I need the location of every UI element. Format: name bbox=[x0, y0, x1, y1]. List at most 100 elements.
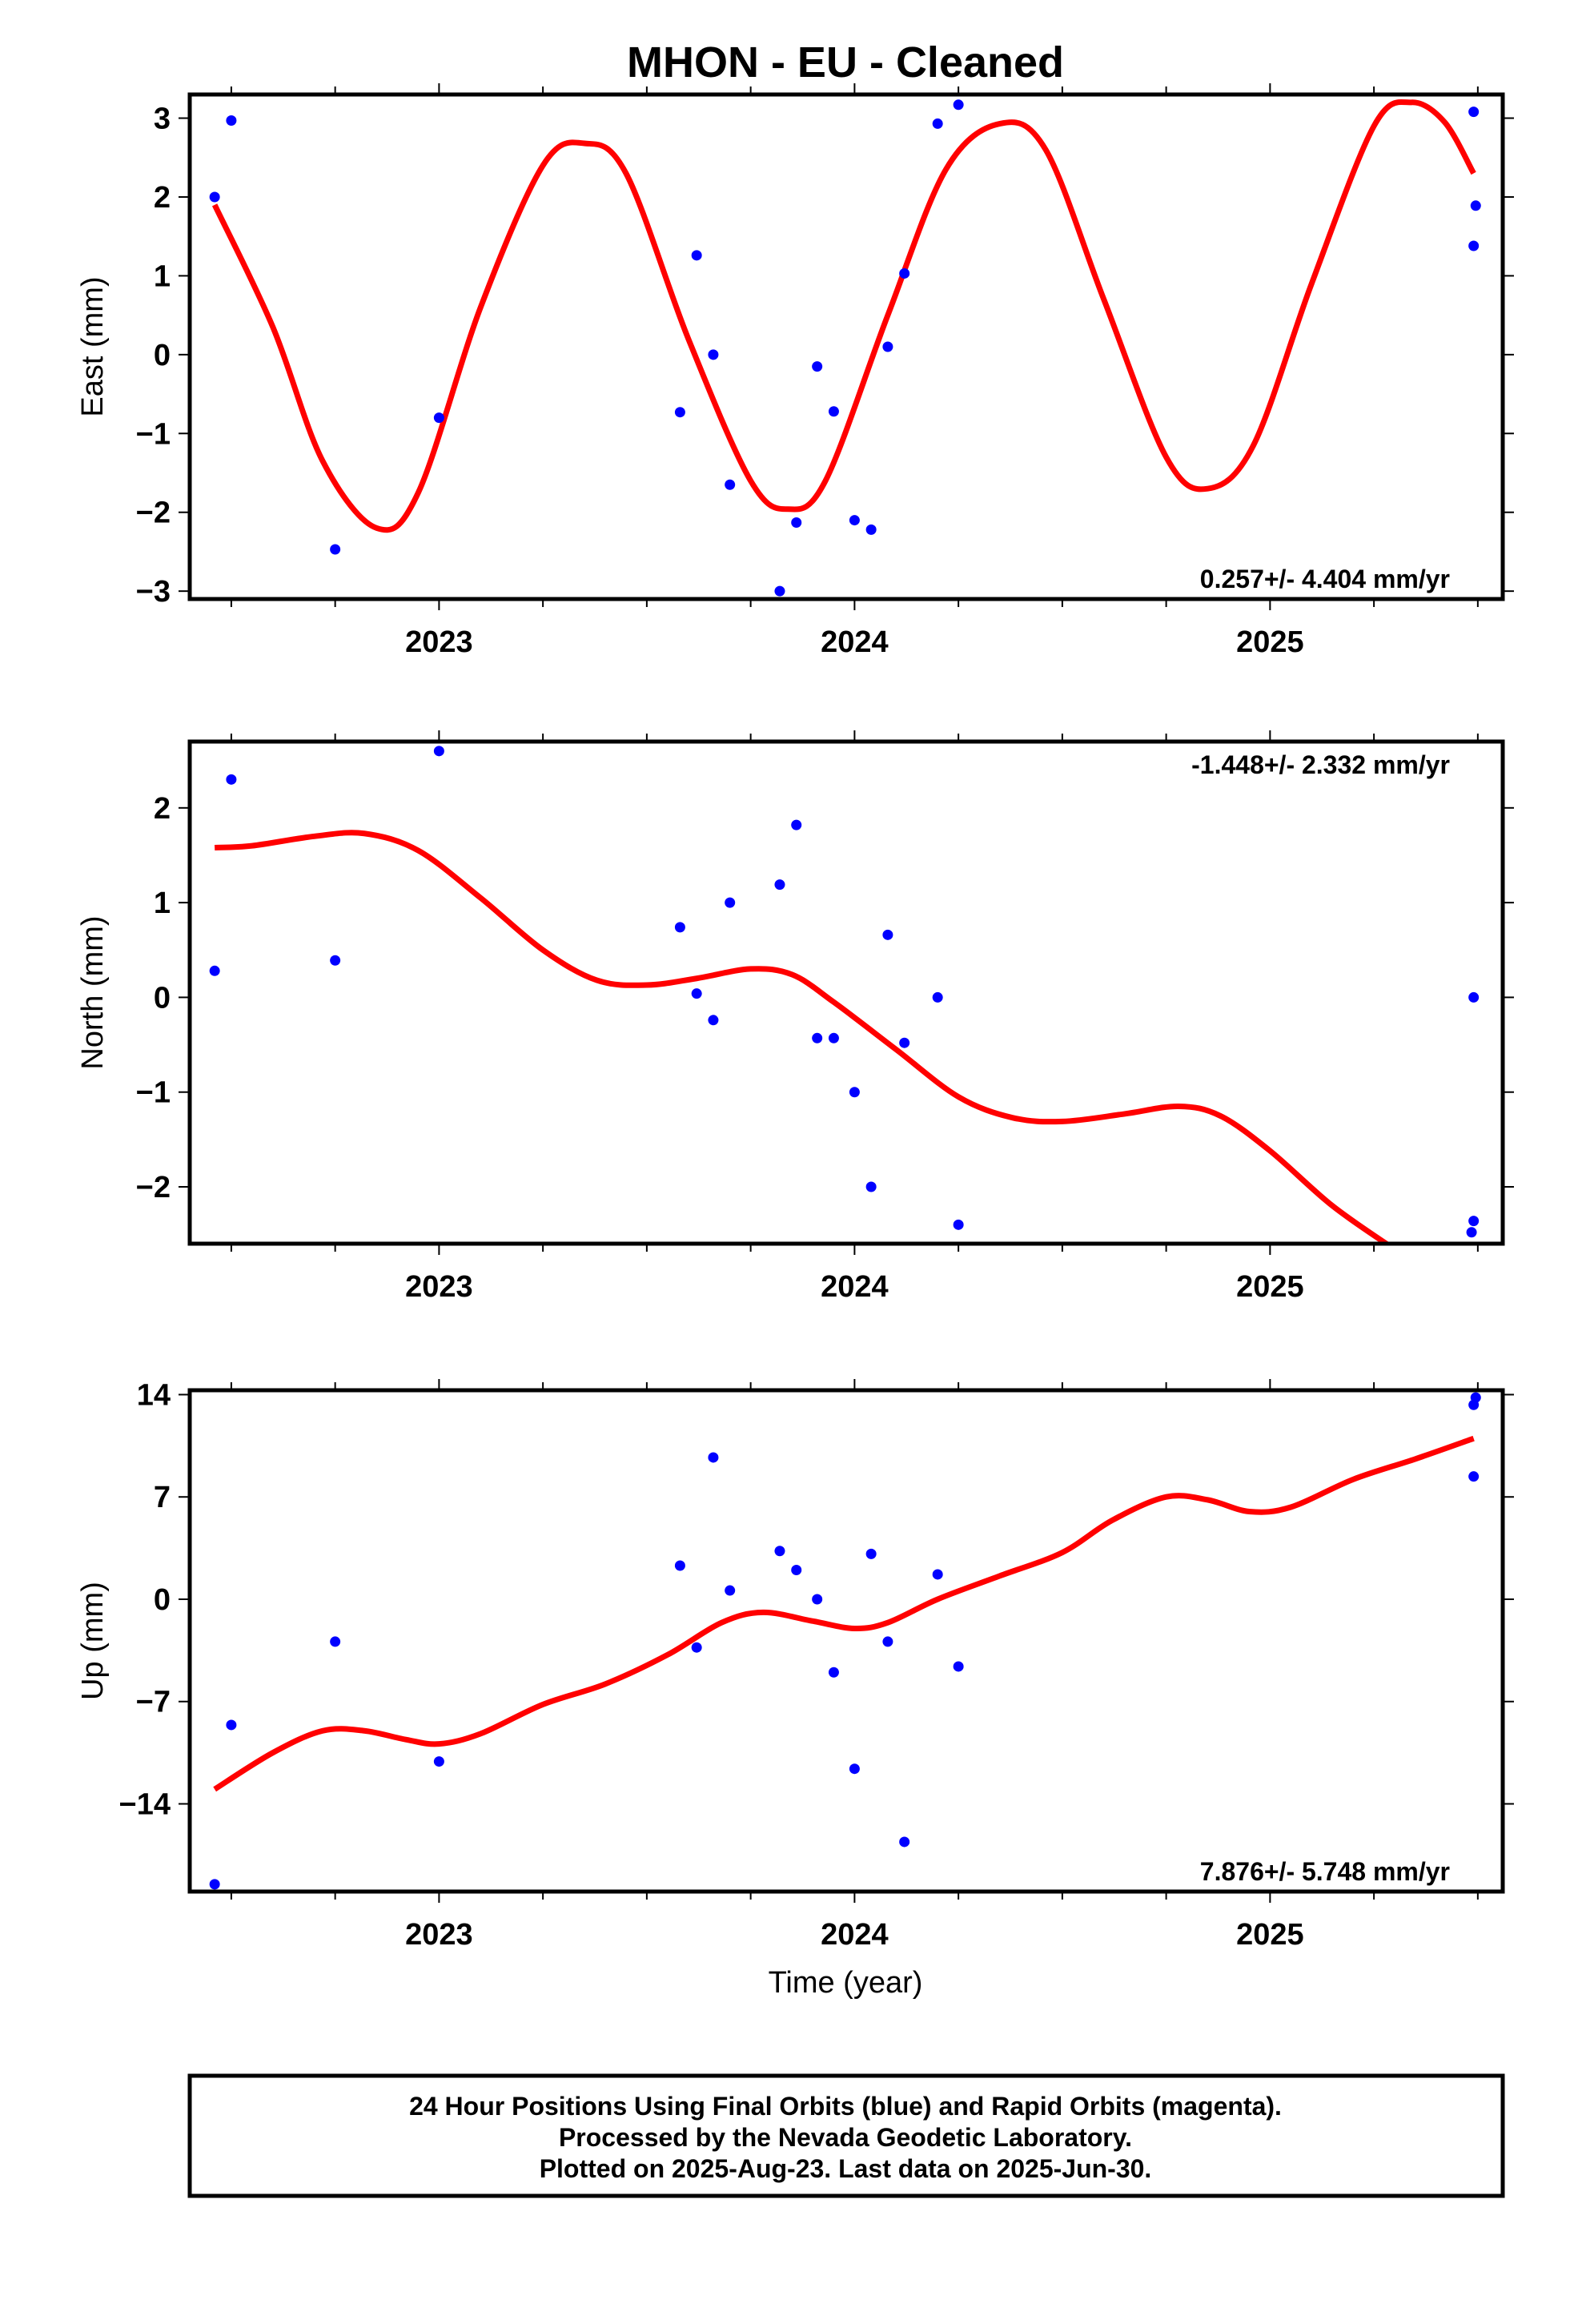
north-x-tick-label: 2025 bbox=[1236, 1270, 1304, 1304]
up-data-point bbox=[849, 1763, 860, 1775]
east-data-point bbox=[953, 99, 964, 111]
east-data-point bbox=[791, 517, 802, 529]
up-y-tick-label: −14 bbox=[119, 1787, 171, 1821]
up-data-point bbox=[899, 1836, 910, 1848]
east-data-point bbox=[433, 412, 444, 424]
north-data-point bbox=[791, 819, 802, 830]
east-data-point bbox=[674, 407, 685, 418]
up-data-point bbox=[812, 1594, 823, 1605]
east-data-point bbox=[209, 191, 220, 203]
north-panel: 2023 2024 2025 −2 −1 0 1 2 North (mm) -1.448+/- 2… bbox=[76, 730, 1514, 1304]
north-data-point bbox=[812, 1032, 823, 1043]
north-data-point bbox=[674, 922, 685, 933]
east-model-curve bbox=[211, 99, 1476, 533]
east-data-point bbox=[1470, 200, 1481, 211]
north-data-point bbox=[209, 965, 220, 976]
footer-line-1: 24 Hour Positions Using Final Orbits (bl… bbox=[409, 2092, 1282, 2121]
east-data-point bbox=[226, 115, 237, 126]
up-data-point bbox=[725, 1585, 736, 1596]
east-y-tick-label: −3 bbox=[136, 575, 171, 609]
up-data-point bbox=[791, 1564, 802, 1575]
up-data-point bbox=[209, 1879, 220, 1890]
north-data-point bbox=[433, 746, 444, 757]
east-data-point bbox=[725, 479, 736, 490]
north-data-point bbox=[882, 929, 893, 940]
east-y-axis-title: East (mm) bbox=[76, 276, 110, 416]
east-y-tick-label: 3 bbox=[154, 103, 171, 136]
east-data-point bbox=[691, 250, 702, 261]
north-y-tick-label: 1 bbox=[154, 887, 171, 920]
north-x-tick-label: 2024 bbox=[821, 1270, 889, 1304]
footer-box bbox=[187, 2073, 1505, 2198]
north-data-point bbox=[865, 1181, 877, 1192]
east-data-point bbox=[865, 524, 877, 535]
north-y-tick-label: −2 bbox=[136, 1171, 171, 1204]
north-data-point bbox=[1468, 991, 1480, 1003]
up-y-axis-title: Up (mm) bbox=[76, 1582, 110, 1700]
east-x-tick-label: 2024 bbox=[821, 625, 889, 659]
up-data-point bbox=[828, 1667, 839, 1678]
up-y-tick-label: 0 bbox=[154, 1583, 171, 1617]
north-y-tick-label: 2 bbox=[154, 792, 171, 826]
north-data-point bbox=[226, 774, 237, 785]
east-y-tick-label: 0 bbox=[154, 339, 171, 372]
up-data-point bbox=[953, 1661, 964, 1672]
north-data-point bbox=[932, 991, 943, 1003]
up-y-tick-label: −7 bbox=[136, 1686, 171, 1719]
up-rate-label: 7.876+/- 5.748 mm/yr bbox=[1200, 1857, 1450, 1886]
north-data-point bbox=[708, 1015, 719, 1026]
east-rate-label: 0.257+/- 4.404 mm/yr bbox=[1200, 565, 1450, 593]
up-data-point bbox=[1470, 1392, 1481, 1403]
figure-title: MHON - EU - Cleaned bbox=[627, 38, 1064, 86]
up-data-point bbox=[674, 1560, 685, 1571]
north-data-point bbox=[330, 955, 341, 966]
north-rate-label: -1.448+/- 2.332 mm/yr bbox=[1191, 750, 1450, 779]
east-data-point bbox=[1468, 240, 1480, 251]
east-data-point bbox=[849, 515, 860, 526]
up-y-tick-label: 14 bbox=[137, 1378, 171, 1412]
east-data-point bbox=[899, 267, 910, 279]
east-y-tick-label: 2 bbox=[154, 181, 171, 215]
north-data-point bbox=[691, 988, 702, 999]
up-data-point bbox=[691, 1642, 702, 1653]
footer-line-2: Processed by the Nevada Geodetic Laborat… bbox=[559, 2123, 1132, 2152]
up-data-point bbox=[433, 1756, 444, 1767]
up-x-tick-label: 2023 bbox=[405, 1918, 473, 1952]
north-data-point bbox=[1466, 1227, 1477, 1238]
east-data-point bbox=[774, 585, 785, 597]
east-x-tick-label: 2023 bbox=[405, 625, 473, 659]
up-model-curve bbox=[213, 1435, 1475, 1792]
up-data-point bbox=[708, 1452, 719, 1463]
up-data-point bbox=[865, 1548, 877, 1559]
north-data-point bbox=[1468, 1216, 1480, 1227]
north-plot-frame bbox=[187, 739, 1505, 1246]
east-plot-frame bbox=[187, 92, 1505, 601]
north-y-tick-label: 0 bbox=[154, 981, 171, 1015]
up-data-point bbox=[932, 1569, 943, 1580]
up-data-point bbox=[1468, 1471, 1480, 1482]
east-data-point bbox=[330, 544, 341, 555]
east-data-point bbox=[932, 118, 943, 129]
up-data-point bbox=[882, 1636, 893, 1647]
east-data-point bbox=[1468, 107, 1480, 118]
north-data-point bbox=[899, 1037, 910, 1048]
north-data-point bbox=[725, 897, 736, 908]
east-x-tick-label: 2025 bbox=[1236, 625, 1304, 659]
east-y-tick-label: −2 bbox=[136, 497, 171, 530]
north-model-curve bbox=[214, 830, 1391, 1244]
up-data-point bbox=[226, 1719, 237, 1731]
north-y-axis-title: North (mm) bbox=[76, 915, 110, 1069]
east-data-point bbox=[828, 406, 839, 417]
north-x-tick-label: 2023 bbox=[405, 1270, 473, 1304]
up-y-tick-label: 7 bbox=[154, 1481, 171, 1514]
east-data-point bbox=[812, 361, 823, 372]
east-panel: 2023 2024 2025 −3 −2 −1 0 1 2 3 East (mm) 0.257+/- … bbox=[76, 83, 1514, 659]
up-data-point bbox=[774, 1546, 785, 1557]
east-data-point bbox=[882, 341, 893, 352]
up-panel: 2023 2024 2025 −14 −7 0 7 14 Up (mm) 7.876+/- 5.7… bbox=[76, 1378, 1514, 1952]
up-x-tick-label: 2024 bbox=[821, 1918, 889, 1952]
x-axis-title: Time (year) bbox=[769, 1966, 923, 2000]
up-data-point bbox=[330, 1636, 341, 1647]
footer-line-3: Plotted on 2025-Aug-23. Last data on 202… bbox=[540, 2154, 1152, 2183]
